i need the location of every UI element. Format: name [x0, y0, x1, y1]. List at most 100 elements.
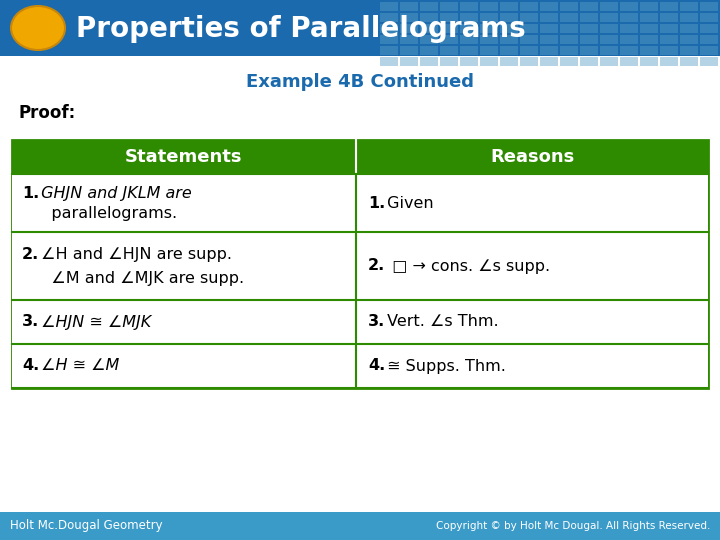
FancyBboxPatch shape [480, 24, 498, 33]
FancyBboxPatch shape [380, 13, 398, 22]
FancyBboxPatch shape [700, 57, 718, 66]
FancyBboxPatch shape [560, 2, 578, 11]
FancyBboxPatch shape [0, 0, 720, 56]
FancyBboxPatch shape [420, 46, 438, 55]
FancyBboxPatch shape [460, 24, 478, 33]
FancyBboxPatch shape [440, 24, 458, 33]
FancyBboxPatch shape [640, 2, 658, 11]
FancyBboxPatch shape [540, 46, 558, 55]
FancyBboxPatch shape [660, 46, 678, 55]
Text: Copyright © by Holt Mc Dougal. All Rights Reserved.: Copyright © by Holt Mc Dougal. All Right… [436, 521, 710, 531]
FancyBboxPatch shape [500, 46, 518, 55]
FancyBboxPatch shape [620, 57, 638, 66]
FancyBboxPatch shape [400, 13, 418, 22]
FancyBboxPatch shape [620, 35, 638, 44]
Text: parallelograms.: parallelograms. [36, 206, 177, 221]
FancyBboxPatch shape [500, 24, 518, 33]
Text: 3.: 3. [368, 314, 385, 329]
FancyBboxPatch shape [660, 13, 678, 22]
FancyBboxPatch shape [400, 24, 418, 33]
FancyBboxPatch shape [560, 57, 578, 66]
FancyBboxPatch shape [600, 2, 618, 11]
FancyBboxPatch shape [540, 35, 558, 44]
FancyBboxPatch shape [620, 24, 638, 33]
FancyBboxPatch shape [540, 57, 558, 66]
FancyBboxPatch shape [540, 2, 558, 11]
FancyBboxPatch shape [12, 300, 708, 344]
FancyBboxPatch shape [460, 2, 478, 11]
FancyBboxPatch shape [680, 35, 698, 44]
Text: ∠H and ∠HJN are supp.: ∠H and ∠HJN are supp. [36, 247, 232, 262]
FancyBboxPatch shape [560, 46, 578, 55]
FancyBboxPatch shape [640, 24, 658, 33]
Text: GHJN and JKLM are: GHJN and JKLM are [36, 186, 192, 201]
FancyBboxPatch shape [700, 24, 718, 33]
FancyBboxPatch shape [660, 2, 678, 11]
FancyBboxPatch shape [420, 24, 438, 33]
FancyBboxPatch shape [500, 2, 518, 11]
FancyBboxPatch shape [700, 46, 718, 55]
Ellipse shape [11, 6, 65, 50]
FancyBboxPatch shape [0, 512, 720, 540]
Text: 2.: 2. [368, 259, 385, 273]
FancyBboxPatch shape [620, 13, 638, 22]
FancyBboxPatch shape [700, 13, 718, 22]
Text: ∠HJN ≅ ∠MJK: ∠HJN ≅ ∠MJK [36, 314, 151, 329]
FancyBboxPatch shape [460, 13, 478, 22]
Text: ≅ Supps. Thm.: ≅ Supps. Thm. [382, 359, 506, 374]
Text: Properties of Parallelograms: Properties of Parallelograms [76, 15, 526, 43]
Text: 1.: 1. [368, 195, 385, 211]
FancyBboxPatch shape [560, 35, 578, 44]
Text: Holt Mc.Dougal Geometry: Holt Mc.Dougal Geometry [10, 519, 163, 532]
FancyBboxPatch shape [640, 46, 658, 55]
FancyBboxPatch shape [12, 174, 708, 232]
Text: Proof:: Proof: [18, 104, 76, 122]
FancyBboxPatch shape [580, 46, 598, 55]
FancyBboxPatch shape [460, 35, 478, 44]
FancyBboxPatch shape [440, 35, 458, 44]
FancyBboxPatch shape [480, 57, 498, 66]
FancyBboxPatch shape [480, 13, 498, 22]
FancyBboxPatch shape [480, 2, 498, 11]
FancyBboxPatch shape [600, 13, 618, 22]
FancyBboxPatch shape [640, 13, 658, 22]
FancyBboxPatch shape [680, 57, 698, 66]
FancyBboxPatch shape [560, 24, 578, 33]
FancyBboxPatch shape [600, 57, 618, 66]
Text: 4.: 4. [368, 359, 385, 374]
FancyBboxPatch shape [660, 24, 678, 33]
Text: Statements: Statements [125, 148, 243, 166]
FancyBboxPatch shape [580, 35, 598, 44]
FancyBboxPatch shape [520, 57, 538, 66]
FancyBboxPatch shape [680, 2, 698, 11]
FancyBboxPatch shape [500, 13, 518, 22]
FancyBboxPatch shape [440, 13, 458, 22]
FancyBboxPatch shape [580, 57, 598, 66]
FancyBboxPatch shape [380, 2, 398, 11]
FancyBboxPatch shape [460, 57, 478, 66]
Text: 1.: 1. [22, 186, 40, 201]
FancyBboxPatch shape [640, 35, 658, 44]
FancyBboxPatch shape [380, 24, 398, 33]
FancyBboxPatch shape [380, 57, 398, 66]
Text: 2.: 2. [22, 247, 40, 262]
FancyBboxPatch shape [620, 46, 638, 55]
FancyBboxPatch shape [12, 232, 708, 300]
FancyBboxPatch shape [540, 13, 558, 22]
FancyBboxPatch shape [12, 140, 708, 174]
FancyBboxPatch shape [400, 35, 418, 44]
FancyBboxPatch shape [640, 57, 658, 66]
FancyBboxPatch shape [12, 344, 708, 388]
FancyBboxPatch shape [400, 46, 418, 55]
Text: Example 4B Continued: Example 4B Continued [246, 73, 474, 91]
FancyBboxPatch shape [520, 2, 538, 11]
FancyBboxPatch shape [400, 57, 418, 66]
FancyBboxPatch shape [500, 35, 518, 44]
FancyBboxPatch shape [660, 57, 678, 66]
FancyBboxPatch shape [500, 57, 518, 66]
Text: Reasons: Reasons [490, 148, 574, 166]
FancyBboxPatch shape [580, 13, 598, 22]
FancyBboxPatch shape [460, 46, 478, 55]
FancyBboxPatch shape [440, 57, 458, 66]
FancyBboxPatch shape [540, 24, 558, 33]
